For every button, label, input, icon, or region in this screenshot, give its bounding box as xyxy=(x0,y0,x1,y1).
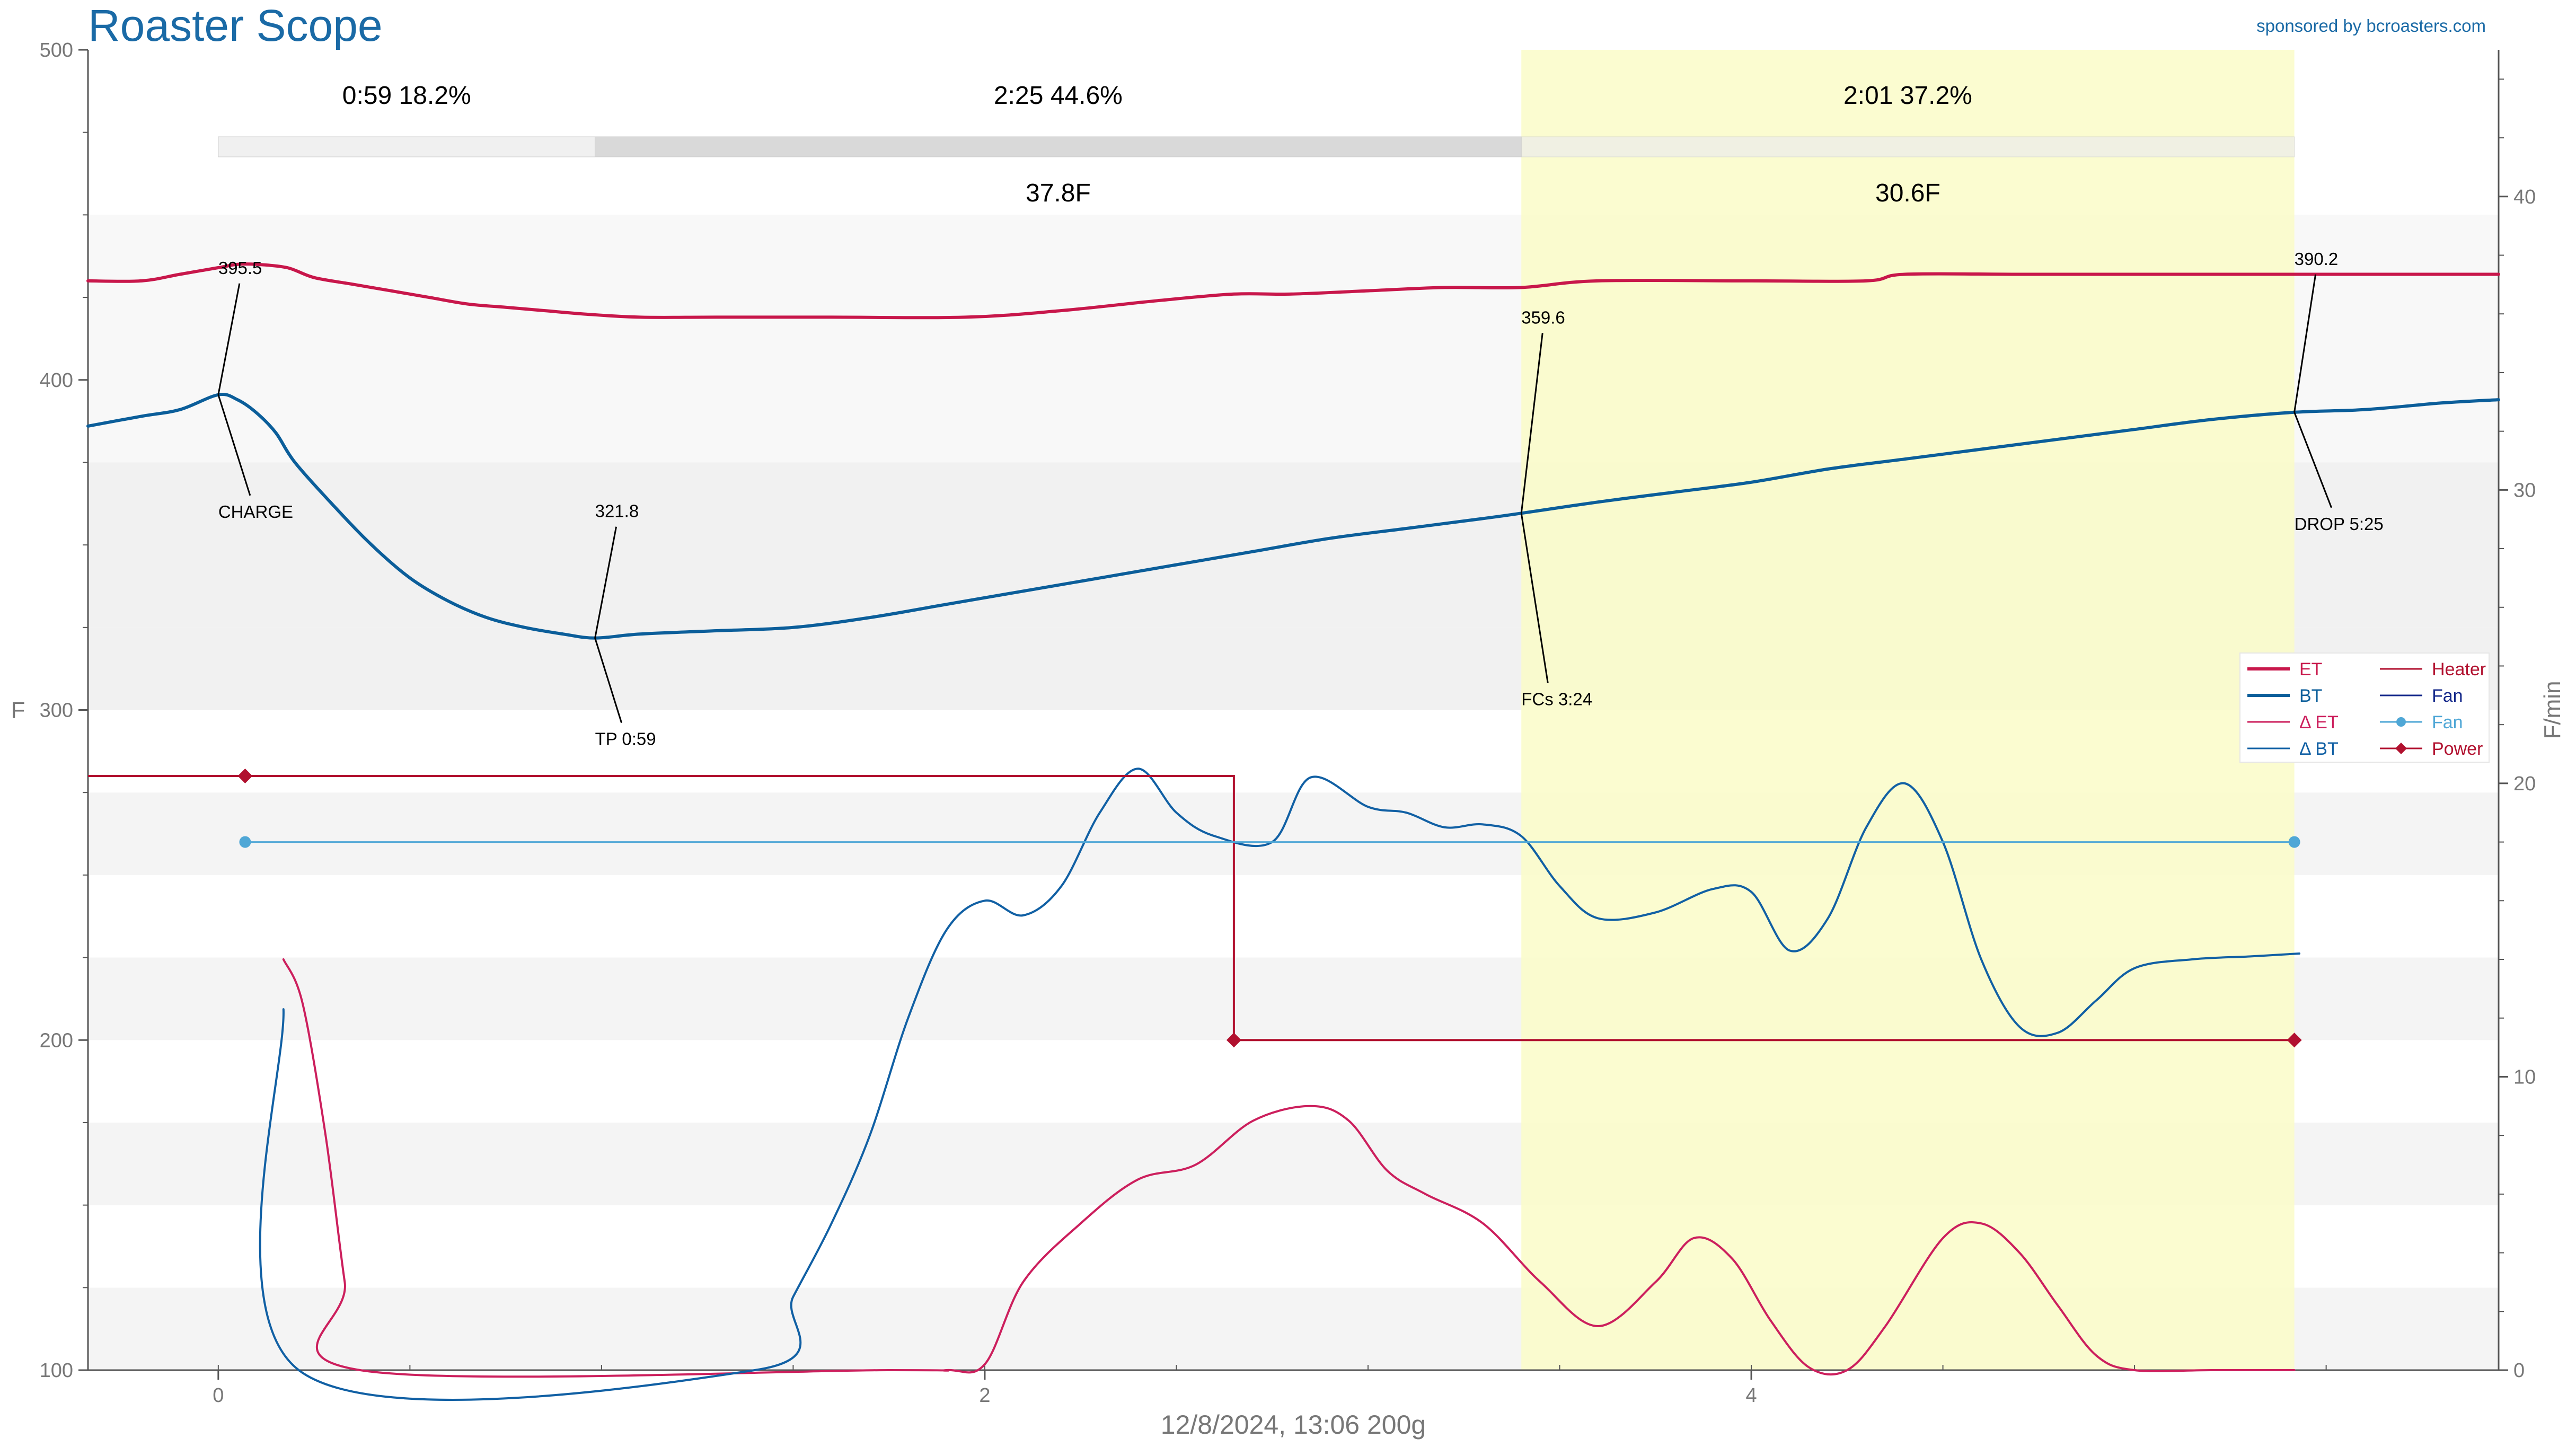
bt-line xyxy=(86,393,2500,640)
phase-labels: 0:59 18.2% 2:25 44.6% 2:01 37.2% 37.8F 30.6F xyxy=(342,82,1972,207)
delta-et-line xyxy=(282,958,2296,1378)
event-leader-down xyxy=(2293,412,2333,508)
legend[interactable]: ET BT Δ ET Δ BT Heater Fan Fan Power xyxy=(2239,652,2490,763)
legend-item[interactable]: BT xyxy=(2247,686,2322,706)
power-point xyxy=(1226,1033,1241,1048)
series-lines xyxy=(86,262,2500,1401)
phase-duration-label: 0:59 18.2% xyxy=(342,82,471,110)
event-annotations: 395.5 CHARGE 321.8 TP 0:59 359.6 FCs 3:24 390.… xyxy=(217,249,2384,749)
y-left-tick-label: 200 xyxy=(40,1029,73,1052)
event-label: FCs 3:24 xyxy=(1521,689,1592,709)
event-label: DROP 5:25 xyxy=(2295,514,2384,534)
y-left-tick-label: 400 xyxy=(40,369,73,392)
legend-label: Power xyxy=(2432,739,2483,759)
legend-label: ET xyxy=(2299,659,2322,680)
y-left-tick-label: 300 xyxy=(40,700,73,722)
fan-point xyxy=(239,836,251,848)
chart-title: Roaster Scope xyxy=(88,1,383,50)
event-label: TP 0:59 xyxy=(595,729,656,749)
legend-label: BT xyxy=(2299,686,2322,706)
event-leader-up xyxy=(217,283,241,395)
y-right-tick-label: 10 xyxy=(2513,1066,2536,1088)
power-point xyxy=(2287,1033,2302,1048)
legend-item[interactable]: Δ ET xyxy=(2247,712,2339,733)
legend-item[interactable]: Fan xyxy=(2380,712,2463,733)
legend-label: Fan xyxy=(2432,686,2463,706)
y-right-tick-label: 0 xyxy=(2513,1360,2525,1382)
legend-item[interactable]: Fan xyxy=(2380,686,2463,706)
y-left-axis-title: F xyxy=(11,698,25,724)
phase-duration-label: 2:01 37.2% xyxy=(1843,82,1972,110)
legend-label: Fan xyxy=(2432,712,2463,733)
event-value-label: 395.5 xyxy=(218,258,262,278)
event-leader-up xyxy=(1520,333,1543,514)
event-leader-up xyxy=(2293,274,2317,413)
phase-bar-segment xyxy=(218,136,596,157)
legend-item[interactable]: Δ BT xyxy=(2247,739,2339,759)
phase-temp-change-label: 30.6F xyxy=(1875,179,1940,207)
power-point xyxy=(237,769,253,784)
legend-item[interactable]: ET xyxy=(2247,659,2322,680)
phase-temp-change-label: 37.8F xyxy=(1026,179,1091,207)
development-region xyxy=(1521,50,2295,1370)
heater-line xyxy=(88,775,2295,1042)
event-value-label: 390.2 xyxy=(2295,249,2339,269)
y-right-tick-label: 20 xyxy=(2513,773,2536,795)
event-label: CHARGE xyxy=(218,502,293,522)
y-right-tick-label: 40 xyxy=(2513,186,2536,208)
y-left-tick-label: 500 xyxy=(40,39,73,61)
legend-swatch-diamond xyxy=(2395,743,2407,754)
y-right-tick-label: 30 xyxy=(2513,479,2536,501)
fan-point xyxy=(2288,836,2300,848)
event-leader-down xyxy=(1520,513,1549,683)
legend-item[interactable]: Power xyxy=(2380,739,2483,759)
roast-footer: 12/8/2024, 13:06 200g xyxy=(1161,1410,1426,1440)
phase-bar xyxy=(218,136,2295,157)
event-leader-down xyxy=(594,638,623,724)
phase-bar-segment xyxy=(1521,136,2295,157)
legend-label: Heater xyxy=(2432,659,2486,680)
event-leader-up xyxy=(594,526,617,639)
legend-swatch-dot xyxy=(2396,717,2406,727)
series-markers xyxy=(237,769,2302,1048)
x-tick-label: 0 xyxy=(213,1384,224,1407)
event-leader-down xyxy=(217,394,251,496)
y-right-axis-title: F/min xyxy=(2539,681,2565,739)
et-line xyxy=(86,262,2500,320)
legend-label: Δ BT xyxy=(2299,739,2339,759)
sponsor-link[interactable]: sponsored by bcroasters.com xyxy=(2256,16,2486,36)
legend-box xyxy=(2239,652,2490,763)
legend-item[interactable]: Heater xyxy=(2380,659,2486,680)
x-tick-label: 4 xyxy=(1745,1384,1757,1407)
delta-bt-line xyxy=(259,767,2300,1401)
development-shading xyxy=(1521,50,2295,1370)
phase-duration-label: 2:25 44.6% xyxy=(994,82,1123,110)
legend-label: Δ ET xyxy=(2299,712,2339,733)
y-left-tick-label: 100 xyxy=(40,1360,73,1382)
event-value-label: 359.6 xyxy=(1521,307,1565,327)
event-value-label: 321.8 xyxy=(595,501,639,521)
phase-bar-segment xyxy=(595,136,1522,157)
x-tick-label: 2 xyxy=(979,1384,990,1407)
